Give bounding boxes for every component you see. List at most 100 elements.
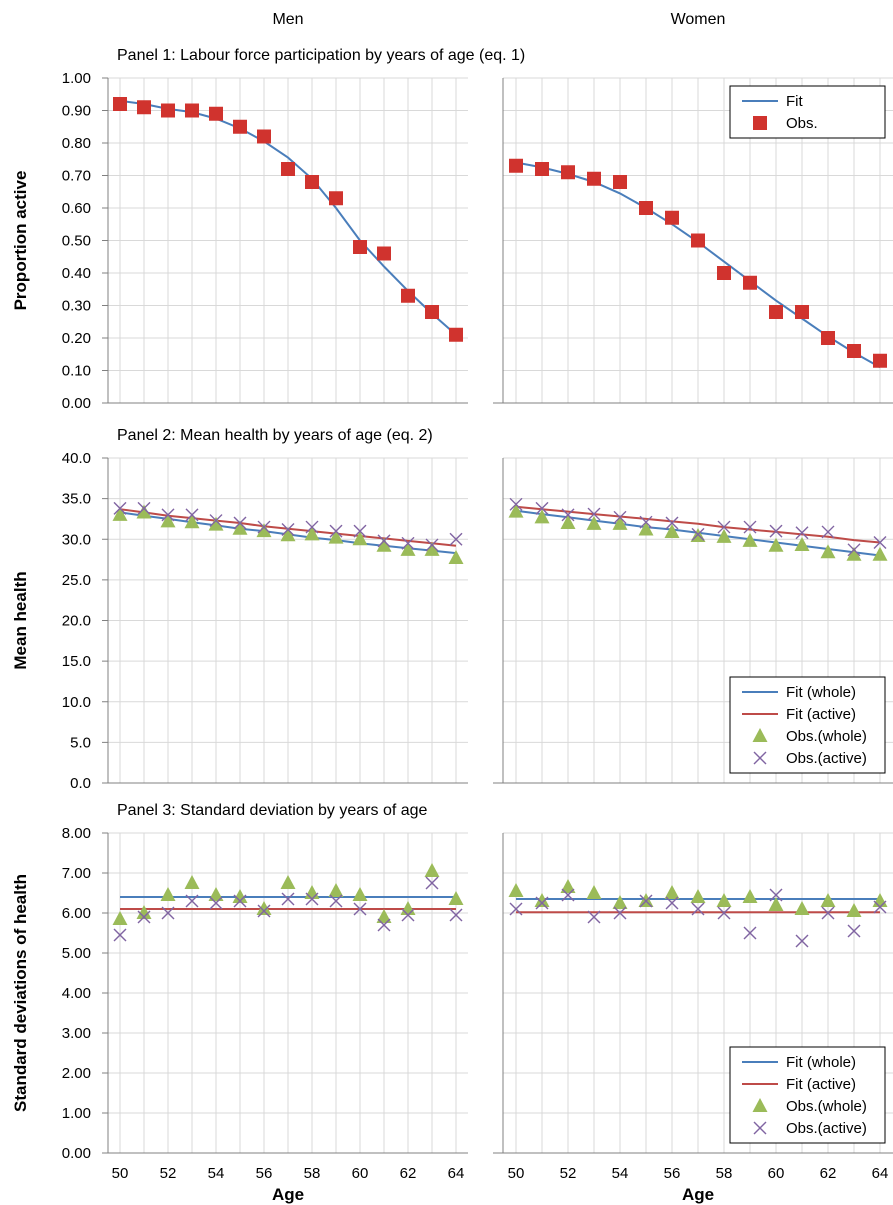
panel-1-y-tick: 0.50 (62, 233, 91, 250)
data-point-obs-whole (352, 887, 368, 901)
data-point-obs-active-b (691, 902, 705, 916)
panel-1-legend: Fit Obs. (729, 85, 886, 139)
data-point-obs-whole (112, 911, 128, 925)
data-point-obs (769, 305, 783, 319)
data-point-obs-whole (742, 532, 758, 547)
data-point-obs-whole (742, 889, 758, 903)
data-point-obs-active-b (535, 896, 549, 910)
data-point-obs-active (161, 508, 175, 522)
data-point-obs-whole (232, 889, 248, 903)
data-point-obs-active (329, 894, 343, 908)
data-point-obs-active-b (795, 934, 809, 948)
data-point-obs-active-b (795, 526, 809, 540)
legend-label: Obs.(whole) (786, 728, 867, 745)
data-point-obs-active (873, 900, 887, 914)
data-point-obs-whole (280, 527, 296, 542)
data-point-obs-whole (872, 546, 888, 561)
data-point-obs (821, 331, 835, 345)
data-point-obs-active (665, 896, 679, 910)
data-point-obs-active (743, 926, 757, 940)
data-point-obs-whole (280, 875, 296, 889)
panel-2-y-tick: 0.0 (70, 775, 91, 792)
data-point-obs-active (281, 523, 295, 536)
data-point-obs-active-b (257, 520, 271, 534)
data-point-obs-active-b (639, 515, 653, 529)
column-header-men: Men (272, 11, 303, 28)
data-point-obs-active-b (847, 924, 861, 938)
panel-3-y-tick: 7.00 (62, 865, 91, 882)
x-tick-label: 52 (560, 1165, 577, 1182)
data-point-obs-active-b (401, 536, 415, 550)
panel-2-y-tick: 20.0 (62, 613, 91, 630)
panel-3-title: Panel 3: Standard deviation by years of … (117, 802, 428, 819)
data-point-obs-active-b (305, 892, 319, 906)
data-point-obs-active (401, 536, 415, 550)
data-point-obs-active (639, 894, 653, 908)
data-point-obs-active (281, 892, 295, 906)
data-point-obs-active-b (587, 910, 601, 924)
x-axis-title: Age (682, 1185, 714, 1204)
data-point-obs-active (257, 520, 271, 534)
data-point-obs-active (535, 501, 549, 515)
data-point-obs-active (233, 516, 247, 530)
data-point-obs-whole (328, 529, 344, 544)
legend-cross-swatch (753, 751, 767, 765)
data-point-obs (281, 162, 295, 176)
panel-1-y-tick: 0.40 (62, 265, 91, 282)
data-point-obs (377, 246, 391, 261)
data-point-obs-whole (112, 506, 128, 521)
data-point-obs-active (821, 525, 835, 539)
data-point-obs-active (509, 902, 523, 916)
data-point-obs-active (113, 928, 127, 942)
data-point-obs-whole (794, 901, 810, 915)
data-point-obs-active (587, 507, 601, 521)
data-point-obs-whole (508, 503, 524, 518)
data-point-obs-whole (352, 531, 368, 546)
data-point-obs-active (509, 497, 523, 511)
data-point-obs-whole (400, 541, 416, 556)
data-point-obs (401, 288, 415, 303)
data-point-obs-active (425, 538, 439, 552)
data-point-obs-active (587, 910, 601, 924)
data-point-obs-whole (638, 893, 654, 907)
data-point-obs-active-b (743, 520, 757, 534)
x-tick-label: 54 (208, 1165, 225, 1182)
data-point-obs (691, 233, 705, 248)
data-point-obs-active-b (281, 523, 295, 536)
legend-label: Obs.(active) (786, 750, 867, 767)
panel-1-y-tick: 1.00 (62, 70, 91, 87)
data-point-obs (639, 201, 653, 215)
data-point-obs-active-b (425, 876, 439, 890)
x-tick-label: 64 (872, 1165, 889, 1182)
data-point-obs-active (613, 510, 627, 524)
data-point-obs-active (847, 924, 861, 938)
panel-2-y-tick: 5.0 (70, 734, 91, 751)
x-tick-label: 60 (352, 1165, 369, 1182)
data-point-obs-active (847, 543, 861, 557)
data-point-obs-active-b (233, 516, 247, 530)
data-point-obs-active (691, 527, 705, 541)
data-point-obs-whole (612, 895, 628, 909)
x-tick-label: 60 (768, 1165, 785, 1182)
data-point-obs (137, 100, 151, 115)
x-tick-label: 64 (448, 1165, 465, 1182)
x-axis-title: Age (272, 1185, 304, 1204)
panel-1-y-tick: 0.10 (62, 363, 91, 380)
data-point-obs-active (795, 526, 809, 540)
panel-2-legend: Fit (whole) Fit (active) Obs.(whole) Obs.(a… (729, 676, 886, 774)
panel-2-title: Panel 2: Mean health by years of age (eq… (117, 427, 433, 444)
panel-2-y-tick: 35.0 (62, 491, 91, 508)
data-point-obs-active-b (873, 900, 887, 914)
panel-2-y-tick: 15.0 (62, 653, 91, 670)
data-point-obs-whole (376, 909, 392, 923)
data-point-obs-whole (376, 537, 392, 552)
panel-1-y-tick: 0.60 (62, 200, 91, 217)
data-point-obs-active-b (561, 508, 575, 522)
column-header-women: Women (671, 11, 726, 28)
panel-2-y-tick: 40.0 (62, 450, 91, 467)
data-point-obs-active-b (329, 524, 343, 538)
data-point-obs-active-b (613, 906, 627, 920)
legend-label: Fit (active) (786, 1076, 856, 1093)
data-point-obs-active (305, 892, 319, 906)
data-point-obs-active-b (639, 894, 653, 908)
